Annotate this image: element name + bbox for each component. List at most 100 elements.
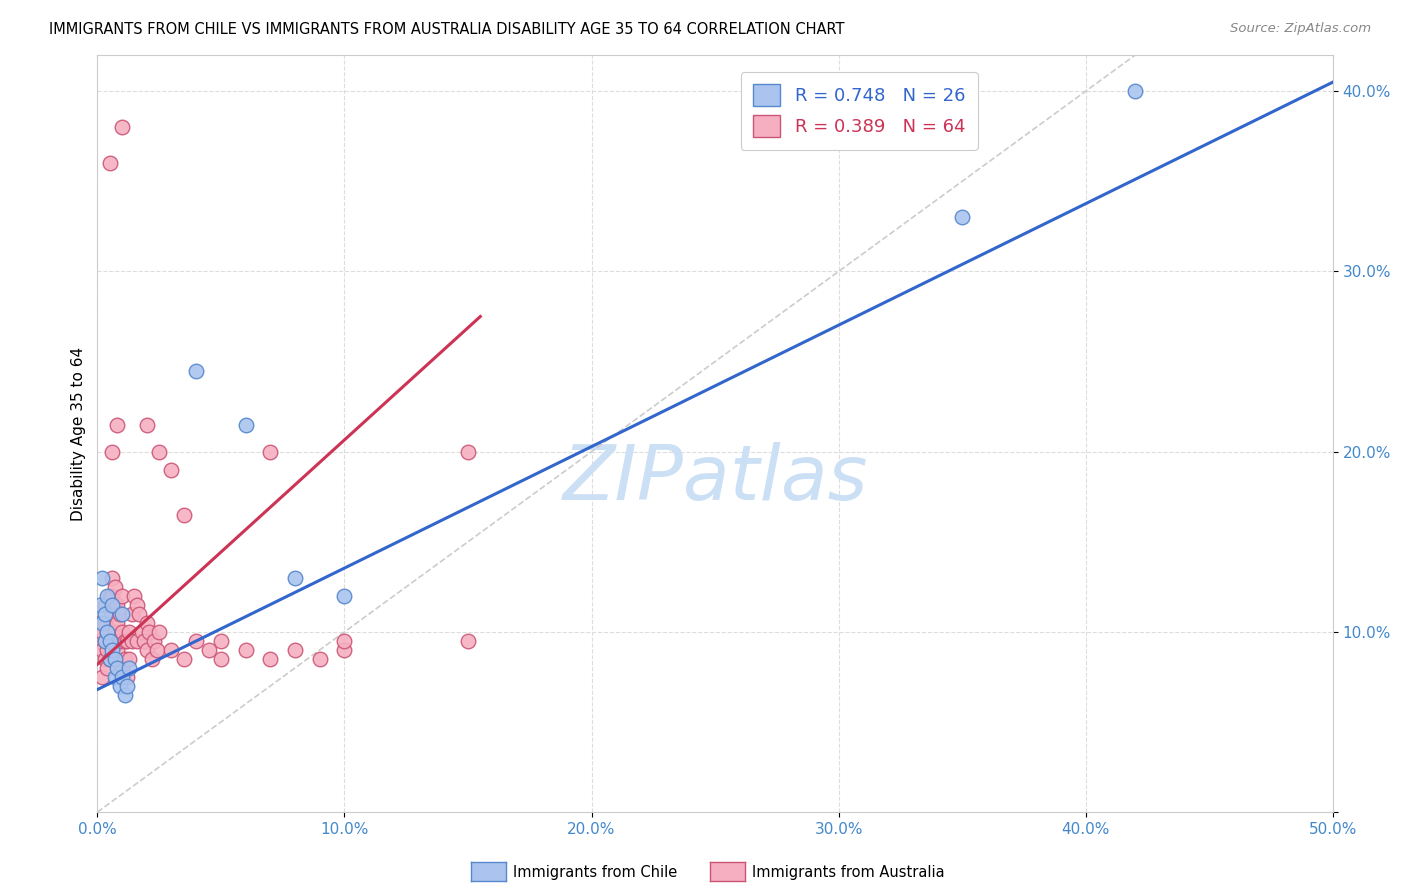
Point [98,634,121,648]
Point [89,598,111,612]
Point [173,652,195,666]
Point [125,634,148,648]
Point [160,463,183,477]
Point [950,211,973,225]
Point [173,508,195,522]
Point [91,670,114,684]
Point [91,615,114,630]
Text: Immigrants from Chile: Immigrants from Chile [513,865,678,880]
Point [333,643,356,657]
Point [457,634,479,648]
Point [235,417,257,432]
Point [115,634,138,648]
Point [308,652,330,666]
Point [105,643,128,657]
Point [111,624,134,639]
Y-axis label: Disability Age 35 to 64: Disability Age 35 to 64 [72,347,86,521]
Point [114,652,136,666]
Point [89,615,111,630]
Point [197,643,219,657]
Point [160,643,183,657]
Point [98,652,121,666]
Point [118,624,141,639]
Point [94,634,117,648]
Point [145,643,167,657]
Point [115,679,138,693]
Point [105,598,128,612]
Point [96,589,118,603]
Point [108,679,131,693]
Point [108,634,131,648]
Point [111,661,134,675]
Point [114,634,136,648]
Text: Immigrants from Australia: Immigrants from Australia [752,865,945,880]
Point [138,624,160,639]
Point [96,624,118,639]
Point [111,607,134,621]
Point [143,634,166,648]
Point [135,615,157,630]
Point [186,363,208,377]
Point [135,417,157,432]
Point [105,661,128,675]
Point [104,670,127,684]
Text: Source: ZipAtlas.com: Source: ZipAtlas.com [1230,22,1371,36]
Point [141,652,163,666]
Point [98,589,121,603]
Point [124,589,146,603]
Point [186,634,208,648]
Point [125,598,148,612]
Point [101,598,124,612]
Point [101,643,124,657]
Text: ZIPatlas: ZIPatlas [562,442,868,516]
Point [111,670,134,684]
Point [94,607,117,621]
Point [94,598,117,612]
Point [104,652,127,666]
Point [89,634,111,648]
Point [104,598,127,612]
Point [148,624,170,639]
Point [148,444,170,458]
Legend: R = 0.748   N = 26, R = 0.389   N = 64: R = 0.748 N = 26, R = 0.389 N = 64 [741,71,977,150]
Point [105,417,128,432]
Point [209,634,232,648]
Point [111,589,134,603]
Point [91,643,114,657]
Point [98,156,121,170]
Point [101,444,124,458]
Point [1123,84,1146,98]
Point [235,643,257,657]
Text: IMMIGRANTS FROM CHILE VS IMMIGRANTS FROM AUSTRALIA DISABILITY AGE 35 TO 64 CORRE: IMMIGRANTS FROM CHILE VS IMMIGRANTS FROM… [49,22,845,37]
Point [94,652,117,666]
Point [115,670,138,684]
Point [98,652,121,666]
Point [104,624,127,639]
Point [135,643,157,657]
Point [333,634,356,648]
Point [91,624,114,639]
Point [284,643,307,657]
Point [209,652,232,666]
Point [118,652,141,666]
Point [111,120,134,135]
Point [457,444,479,458]
Point [94,634,117,648]
Point [333,589,356,603]
Point [105,615,128,630]
Point [96,661,118,675]
Point [101,607,124,621]
Point [121,607,143,621]
Point [108,607,131,621]
Point [114,688,136,702]
Point [96,643,118,657]
Point [134,634,156,648]
Point [259,652,281,666]
Point [101,571,124,585]
Point [98,634,121,648]
Point [118,661,141,675]
Point [128,607,150,621]
Point [96,624,118,639]
Point [101,589,124,603]
Point [131,624,153,639]
